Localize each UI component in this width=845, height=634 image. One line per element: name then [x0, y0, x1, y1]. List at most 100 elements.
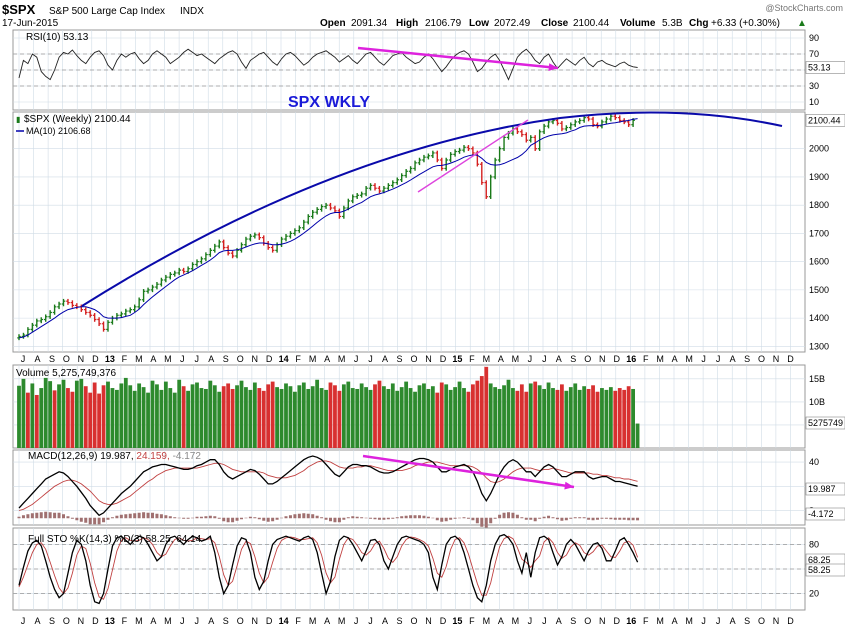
x-tick-label: D	[613, 616, 620, 626]
macd-histogram-bar	[311, 514, 315, 519]
macd-histogram-bar	[529, 517, 533, 520]
volume-bar	[333, 385, 337, 448]
volume-bar	[293, 391, 297, 448]
volume-bar	[248, 389, 253, 448]
macd-histogram-bar	[404, 515, 408, 519]
volume-bar	[497, 388, 502, 448]
y-tick-label: 90	[809, 33, 819, 43]
volume-bar	[448, 389, 453, 448]
volume-bar	[377, 380, 382, 448]
volume-current-value: 5275749	[808, 418, 843, 428]
stochastic-panel: 205080Full STO %K(14,3) %D(3) 58.25, 64.…	[12, 527, 845, 611]
volume-bar	[364, 387, 368, 448]
macd-histogram-bar	[560, 517, 564, 521]
macd-histogram-bar	[422, 515, 426, 519]
x-tick-label: M	[338, 616, 346, 626]
macd-histogram-bar	[337, 517, 341, 523]
macd-histogram-bar	[30, 513, 34, 519]
volume-bar	[408, 388, 413, 448]
macd-histogram-bar	[248, 516, 252, 519]
macd-current-value-box	[805, 482, 845, 496]
macd-histogram-bar	[244, 517, 248, 519]
volume-bar	[128, 385, 133, 448]
x-tick-label: M	[685, 616, 693, 626]
macd-histogram-bar	[26, 514, 30, 519]
macd-histogram-bar	[413, 515, 417, 519]
macd-histogram-bar	[271, 517, 275, 522]
macd-histogram-bar	[538, 517, 542, 519]
chg-up-arrow-icon: ▲	[797, 18, 807, 29]
macd-histogram-bar	[84, 517, 88, 523]
volume-bar	[484, 366, 489, 448]
volume-bar	[146, 392, 150, 448]
x-tick-label: J	[368, 354, 373, 364]
y-tick-label: 15B	[809, 374, 825, 384]
macd-histogram-bar	[213, 516, 217, 519]
macd-histogram-bar	[53, 512, 57, 519]
rsi-legend: RSI(10) 53.13	[26, 32, 89, 43]
volume-bar	[604, 389, 609, 448]
macd-histogram-bar	[262, 517, 266, 521]
volume-bar	[537, 385, 542, 448]
x-tick-label: F	[643, 616, 649, 626]
volume-bar	[346, 381, 351, 448]
x-tick-label: F	[122, 354, 128, 364]
macd-histogram-bar	[622, 517, 626, 520]
macd-histogram-bar	[329, 517, 332, 522]
x-tick-label: F	[295, 354, 301, 364]
x-tick-label: N	[425, 616, 432, 626]
macd-histogram-bar	[382, 517, 386, 520]
macd-histogram-bar	[542, 516, 546, 519]
macd-histogram-bar	[142, 512, 146, 519]
x-tick-label: M	[309, 616, 317, 626]
macd-histogram-bar	[333, 517, 337, 523]
x-tick-label: J	[195, 354, 200, 364]
x-tick-label: S	[744, 354, 750, 364]
volume-bar	[261, 390, 266, 448]
macd-histogram-bar	[208, 515, 212, 519]
macd-histogram-bar	[48, 512, 52, 519]
volume-bar	[435, 392, 440, 448]
open-label: Open	[320, 18, 346, 29]
x-tick-label: J	[354, 616, 359, 626]
stochastic-d-current-value-box	[805, 563, 845, 577]
volume-bar	[155, 384, 159, 448]
x-tick-label: J	[701, 354, 706, 364]
volume-bar	[279, 388, 284, 448]
volume-bar	[70, 391, 75, 448]
x-tick-label: O	[410, 354, 417, 364]
volume-bar	[208, 380, 213, 448]
x-tick-label: S	[397, 354, 403, 364]
x-tick-label: J	[528, 354, 533, 364]
volume-bar	[426, 388, 431, 448]
macd-histogram-bar	[636, 517, 640, 521]
macd-histogram-bar	[102, 517, 106, 523]
volume-bar	[74, 380, 79, 448]
x-tick-label: M	[135, 354, 143, 364]
watermark: @StockCharts.com	[765, 3, 843, 13]
macd-histogram-bar	[177, 517, 181, 519]
macd-histogram-bar	[507, 512, 510, 519]
volume-label: Volume	[620, 18, 656, 29]
x-tick-label: N	[251, 616, 258, 626]
x-tick-label: J	[716, 354, 721, 364]
macd-histogram-bar	[266, 517, 270, 522]
x-tick-label: M	[483, 354, 491, 364]
index-name: S&P 500 Large Cap Index	[49, 6, 165, 17]
y-tick-label: 1800	[809, 200, 829, 210]
macd-histogram-bar	[462, 517, 466, 519]
volume-legend: Volume 5,275,749,376	[16, 368, 117, 379]
volume-bar	[172, 392, 177, 448]
x-tick-label: J	[542, 354, 547, 364]
macd-histogram-bar	[164, 515, 168, 519]
rising-trendline	[417, 119, 529, 193]
macd-histogram-bar	[582, 517, 586, 519]
price-current-value-box	[805, 114, 845, 127]
macd-histogram-bar	[146, 512, 150, 519]
macd-histogram-bar	[93, 517, 97, 525]
x-tick-label: M	[685, 354, 693, 364]
volume-bar	[453, 387, 457, 448]
macd-histogram-bar	[97, 517, 101, 525]
volume-bar	[159, 389, 164, 448]
macd-histogram-bar	[253, 517, 257, 519]
